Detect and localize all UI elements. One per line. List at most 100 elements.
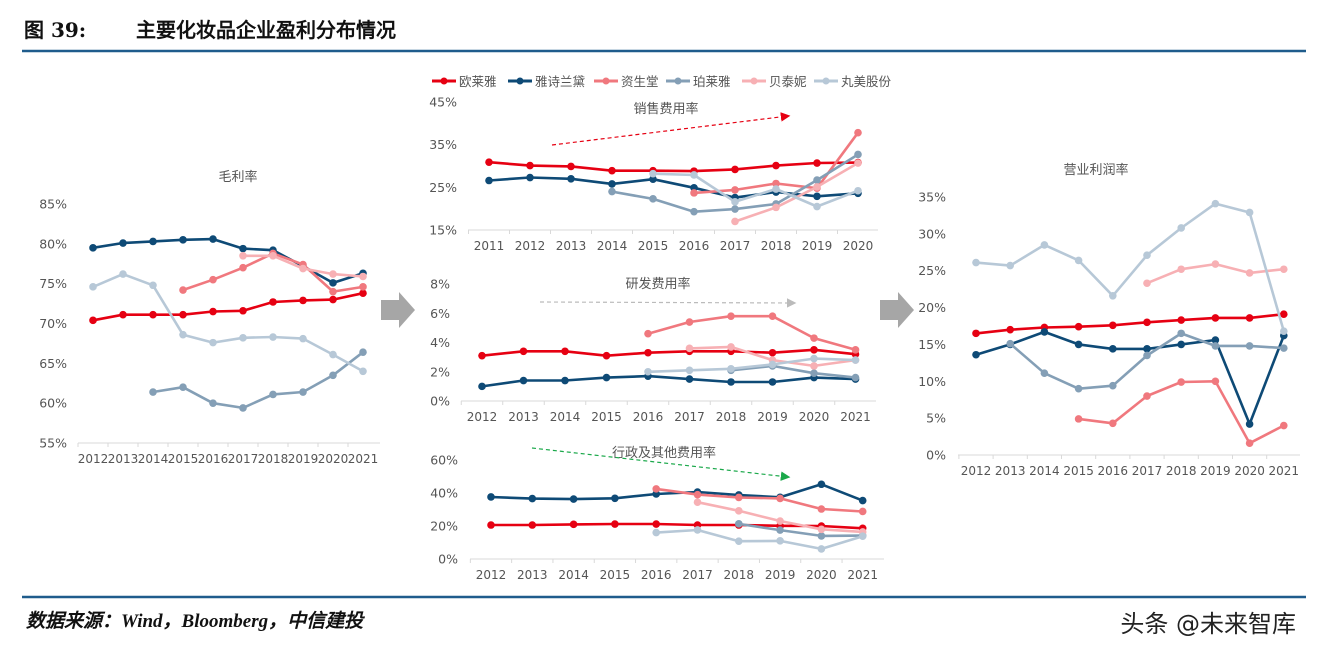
series-line bbox=[92, 291, 364, 322]
x-tick-label: 2014 bbox=[1029, 464, 1060, 478]
x-tick-label: 2016 bbox=[198, 452, 229, 466]
legend-item: 资生堂 bbox=[594, 74, 659, 89]
x-tick-label: 2020 bbox=[843, 239, 874, 253]
x-tick-label: 2021 bbox=[840, 410, 871, 424]
data-point bbox=[608, 166, 616, 175]
y-tick-label: 25% bbox=[429, 180, 457, 195]
data-point bbox=[329, 295, 337, 304]
data-point bbox=[239, 251, 247, 260]
series-欧莱雅 bbox=[478, 346, 860, 360]
data-point bbox=[1040, 241, 1049, 249]
x-tick-label: 2013 bbox=[556, 239, 587, 253]
legend-item: 雅诗兰黛 bbox=[508, 74, 586, 89]
data-point bbox=[768, 312, 777, 320]
data-point bbox=[1040, 369, 1049, 377]
data-point bbox=[269, 251, 277, 260]
data-point bbox=[1143, 351, 1151, 360]
x-tick-label: 2021 bbox=[348, 452, 379, 466]
x-tick-label: 2018 bbox=[1166, 464, 1197, 478]
data-point bbox=[851, 356, 860, 364]
data-point bbox=[1006, 261, 1014, 270]
data-point bbox=[1245, 439, 1254, 448]
data-point bbox=[731, 198, 739, 206]
chart-4: 行政及其他费用率 0% 20% 40% 60% 2012 2013 2014 2015 2016 2… bbox=[430, 445, 884, 582]
legend: 欧莱雅 雅诗兰黛 资生堂 珀莱雅 贝泰妮 丸美股份 bbox=[432, 74, 892, 89]
legend-marker bbox=[516, 77, 524, 85]
data-point bbox=[693, 490, 702, 499]
data-point bbox=[1074, 256, 1083, 265]
data-point bbox=[858, 496, 867, 505]
x-tick-label: 2014 bbox=[558, 568, 589, 582]
data-point bbox=[89, 283, 97, 291]
data-point bbox=[735, 493, 743, 502]
data-point bbox=[813, 183, 821, 191]
chart-1: 毛利率 55% 60% 65% 70% 75% 80% 85% 2012 2013 2014 2015… bbox=[39, 169, 380, 466]
legend-marker bbox=[750, 77, 758, 85]
y-tick-label: 0% bbox=[438, 552, 458, 567]
data-point bbox=[478, 382, 486, 391]
data-point bbox=[1211, 377, 1220, 386]
legend-item: 贝泰妮 bbox=[742, 74, 807, 89]
data-point bbox=[1143, 392, 1151, 400]
data-point bbox=[854, 150, 862, 159]
x-tick-label: 2020 bbox=[799, 410, 830, 424]
data-point bbox=[269, 333, 277, 341]
data-point bbox=[359, 367, 367, 376]
legend-marker bbox=[674, 77, 682, 85]
series-line bbox=[481, 348, 856, 357]
data-point bbox=[1143, 318, 1151, 327]
x-tick-label: 2012 bbox=[467, 410, 498, 424]
data-point bbox=[1006, 339, 1014, 348]
chart-2: 销售费用率 15% 25% 35% 45% 2011 2012 2013 2014 2015 201… bbox=[429, 95, 878, 253]
data-point bbox=[1040, 328, 1049, 336]
data-point bbox=[608, 180, 616, 188]
x-tick-label: 2020 bbox=[318, 452, 349, 466]
data-point bbox=[1074, 322, 1083, 331]
data-point bbox=[649, 175, 657, 184]
data-point bbox=[299, 296, 307, 305]
data-point bbox=[972, 329, 980, 338]
legend-label: 丸美股份 bbox=[841, 74, 892, 89]
data-point bbox=[813, 159, 821, 167]
y-tick-label: 55% bbox=[39, 436, 67, 451]
data-point bbox=[727, 378, 735, 386]
series-丸美股份 bbox=[89, 270, 367, 376]
data-point bbox=[685, 375, 694, 383]
data-point bbox=[487, 493, 495, 501]
data-point bbox=[772, 161, 780, 170]
data-point bbox=[644, 367, 652, 376]
data-point bbox=[119, 270, 127, 278]
x-tick-label: 2019 bbox=[802, 239, 833, 253]
y-tick-label: 5% bbox=[926, 411, 946, 426]
data-point bbox=[817, 505, 826, 513]
data-point bbox=[1109, 291, 1117, 300]
data-point bbox=[119, 310, 127, 319]
series-珀莱雅 bbox=[1006, 329, 1288, 393]
y-tick-label: 35% bbox=[429, 137, 457, 152]
data-point bbox=[179, 310, 187, 319]
data-point bbox=[359, 272, 367, 281]
data-point bbox=[209, 338, 217, 347]
x-tick-label: 2015 bbox=[1063, 464, 1094, 478]
data-point bbox=[526, 161, 534, 170]
series-雅诗兰黛 bbox=[89, 235, 367, 287]
data-point bbox=[817, 480, 826, 489]
data-point bbox=[329, 350, 337, 359]
series-line bbox=[1009, 332, 1284, 390]
legend-label: 珀莱雅 bbox=[693, 74, 731, 89]
legend-marker bbox=[440, 77, 448, 85]
data-point bbox=[851, 373, 860, 382]
figure-title: 主要化妆品企业盈利分布情况 bbox=[136, 18, 396, 42]
series-珀莱雅 bbox=[608, 150, 862, 216]
data-point bbox=[685, 344, 694, 353]
data-point bbox=[526, 173, 534, 182]
data-point bbox=[652, 528, 660, 537]
x-tick-label: 2018 bbox=[716, 410, 747, 424]
data-point bbox=[1006, 325, 1014, 334]
data-point bbox=[727, 343, 735, 351]
legend-marker bbox=[602, 77, 610, 85]
series-丸美股份 bbox=[652, 526, 867, 553]
data-point bbox=[685, 366, 694, 375]
data-point bbox=[329, 270, 337, 278]
